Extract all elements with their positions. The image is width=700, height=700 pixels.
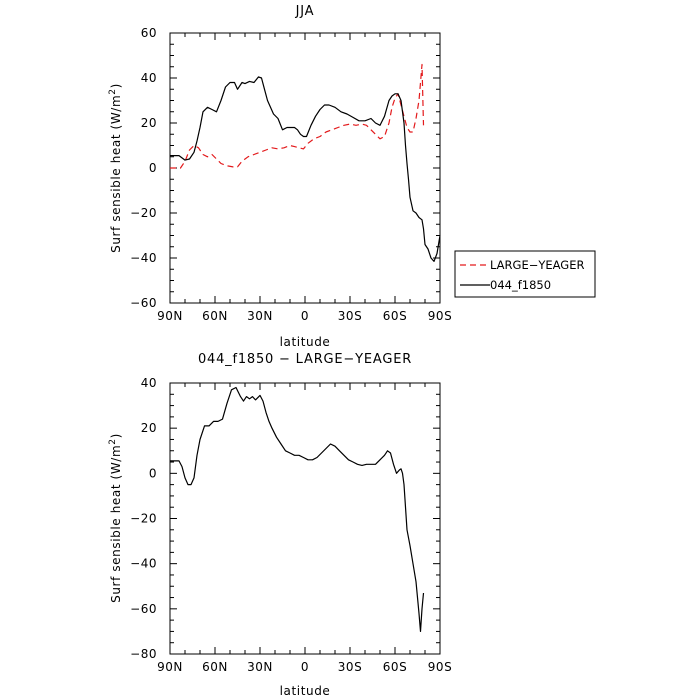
legend-label-f1850: 044_f1850: [490, 278, 551, 292]
x-tick-label: 60S: [383, 660, 407, 674]
y-tick-label: 40: [141, 71, 157, 85]
series-line-044-f1850: [170, 76, 441, 262]
y-tick-label: −40: [130, 557, 157, 571]
legend: LARGE−YEAGER 044_f1850: [454, 250, 596, 298]
y-tick-label: −60: [130, 602, 157, 616]
top-panel-title: JJA: [295, 4, 315, 19]
y-tick-label: −20: [130, 512, 157, 526]
x-tick-label: 30S: [338, 309, 362, 323]
y-tick-label: −80: [130, 647, 157, 661]
x-tick-label: 90S: [428, 660, 452, 674]
top-xlabel: latitude: [280, 335, 331, 349]
y-tick-label: 60: [141, 26, 157, 40]
legend-box: [454, 250, 596, 298]
x-tick-label: 0: [301, 660, 309, 674]
y-tick-label: 20: [141, 116, 157, 130]
x-tick-label: 30N: [247, 309, 273, 323]
y-tick-label: 40: [141, 376, 157, 390]
y-tick-label: 0: [149, 466, 157, 480]
x-tick-label: 90N: [157, 309, 183, 323]
series-line-large-yeager: [170, 63, 425, 169]
top-panel: JJA 90N 60N 30N 0 30S 60S 90S−60−40−200204060 …: [108, 4, 452, 349]
bottom-series-lines: [170, 386, 425, 633]
top-series-lines: [170, 63, 441, 262]
top-ylabel: Surf sensible heat (W/m2): [108, 83, 123, 253]
legend-label-large-yeager: LARGE−YEAGER: [490, 258, 584, 272]
y-tick-label: −60: [130, 296, 157, 310]
x-tick-label: 90N: [157, 660, 183, 674]
x-tick-label: 60N: [202, 309, 228, 323]
bottom-panel: 044_f1850 − LARGE−YEAGER 90N 60N 30N 0 30S 60…: [108, 352, 452, 698]
x-tick-label: 60S: [383, 309, 407, 323]
y-tick-label: −20: [130, 206, 157, 220]
y-tick-label: 0: [149, 161, 157, 175]
y-tick-label: −40: [130, 251, 157, 265]
x-tick-label: 30N: [247, 660, 273, 674]
bottom-panel-title: 044_f1850 − LARGE−YEAGER: [198, 352, 412, 367]
x-tick-label: 60N: [202, 660, 228, 674]
top-plot-frame: [169, 32, 441, 304]
top-axis-ticks: 90N 60N 30N 0 30S 60S 90S −60 −40 −20 0 20 40 60: [130, 26, 452, 323]
x-tick-label: 0: [301, 309, 309, 323]
bottom-ylabel: Surf sensible heat (W/m2): [108, 433, 123, 603]
x-tick-label: 90S: [428, 309, 452, 323]
y-tick-label: 20: [141, 421, 157, 435]
bottom-xlabel: latitude: [280, 684, 331, 698]
bottom-axis-ticks: 90N 60N 30N 0 30S 60S 90S −80 −60 −40 −20 0 20 40: [130, 376, 452, 674]
x-tick-label: 30S: [338, 660, 362, 674]
series-line-diff-0: [170, 386, 425, 633]
